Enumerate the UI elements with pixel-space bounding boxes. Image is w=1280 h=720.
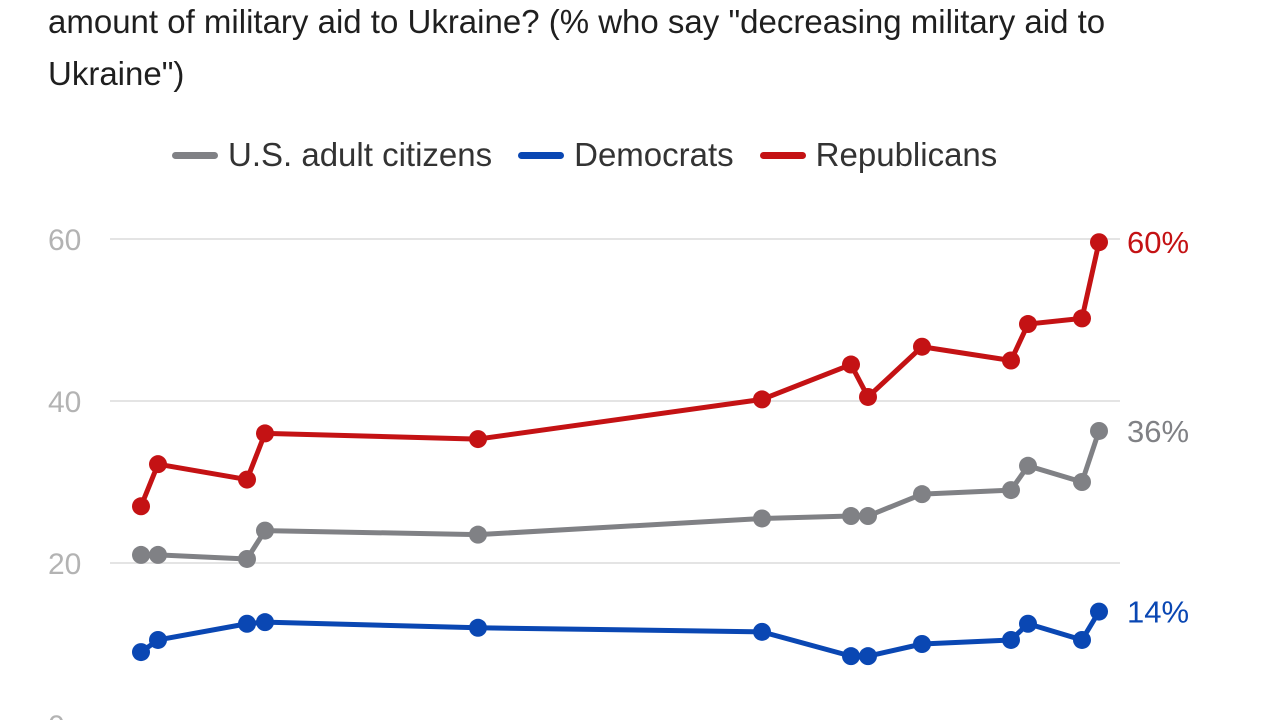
series-2-point-3	[256, 424, 274, 443]
series-0-point-8	[913, 485, 931, 504]
series-0-point-0	[132, 545, 150, 564]
series-1-point-9	[1002, 630, 1020, 649]
series-1-point-3	[256, 613, 274, 632]
legend-item-republicans: Republicans	[759, 136, 998, 174]
series-1-point-7	[859, 647, 877, 666]
series-2-point-6	[842, 355, 860, 374]
series-0-point-4	[469, 525, 487, 544]
series-2-point-5	[753, 390, 771, 409]
series-line-2	[138, 239, 1102, 509]
series-0-point-2	[238, 549, 256, 568]
series-2-point-1	[149, 455, 167, 474]
series-2-point-8	[913, 337, 931, 356]
series-line-1	[138, 609, 1102, 659]
series-1-point-6	[842, 647, 860, 666]
y-tick-label-60: 60	[48, 224, 81, 257]
series-1-point-4	[469, 618, 487, 637]
legend-label-democrats: Democrats	[574, 136, 734, 173]
series-0-point-10	[1019, 456, 1037, 475]
legend-swatch-republicans	[759, 151, 806, 159]
series-1-point-2	[238, 614, 256, 633]
legend: U.S. adult citizens Democrats Republican…	[172, 136, 997, 174]
legend-item-us-adults: U.S. adult citizens	[172, 136, 492, 174]
y-tick-label-20: 20	[48, 548, 81, 581]
series-1-point-5	[753, 622, 771, 641]
series-2-point-4	[469, 430, 487, 449]
series-2-point-0	[132, 497, 150, 516]
series-1-point-10	[1019, 614, 1037, 633]
series-0-point-12	[1090, 421, 1108, 440]
series-0-point-3	[256, 521, 274, 540]
series-1-point-1	[149, 630, 167, 649]
series-2-point-9	[1002, 351, 1020, 370]
series-1-point-8	[913, 635, 931, 653]
legend-item-democrats: Democrats	[518, 136, 734, 174]
series-0-point-11	[1073, 473, 1091, 491]
series-0-point-6	[842, 507, 860, 526]
series-1-point-12	[1090, 602, 1108, 621]
series-2-point-10	[1019, 315, 1037, 334]
series-2-point-11	[1073, 309, 1091, 328]
legend-swatch-us-adults	[172, 151, 218, 159]
series-0-point-9	[1002, 481, 1020, 500]
series-0-end-label: 36%	[1127, 414, 1189, 449]
chart-title: amount of military aid to Ukraine? (% wh…	[48, 3, 1106, 92]
series-2-point-12	[1090, 233, 1108, 252]
legend-label-us-adults: U.S. adult citizens	[228, 136, 493, 173]
series-2-end-label: 60%	[1127, 225, 1189, 260]
series-1-end-label: 14%	[1127, 595, 1189, 630]
series-0-point-1	[149, 545, 167, 564]
series-1-point-0	[132, 643, 150, 662]
series-2-point-7	[859, 387, 877, 406]
legend-label-republicans: Republicans	[815, 136, 998, 173]
series-0-point-7	[859, 507, 877, 526]
y-tick-label-40: 40	[48, 386, 81, 419]
series-0-point-5	[753, 509, 771, 528]
series-line-0	[138, 428, 1102, 562]
series-1-point-11	[1073, 630, 1091, 649]
legend-swatch-democrats	[518, 151, 565, 159]
series-2-point-2	[238, 470, 256, 489]
y-tick-label-0: 0	[48, 710, 65, 720]
